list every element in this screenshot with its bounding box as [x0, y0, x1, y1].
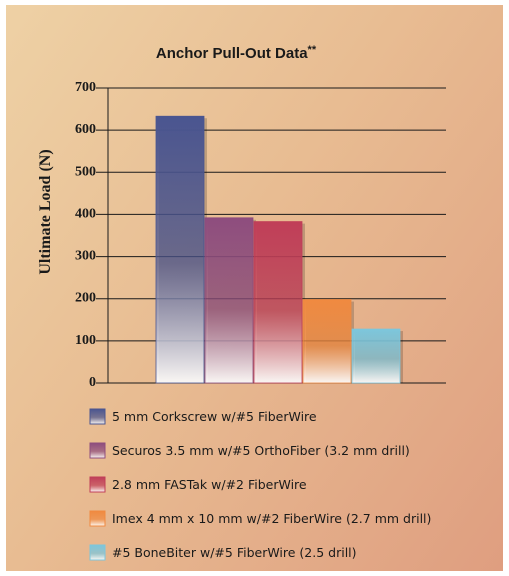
legend-swatch: [89, 408, 106, 425]
legend-swatch: [89, 442, 106, 459]
y-tick-label: 400: [75, 206, 96, 221]
legend-label: Imex 4 mm x 10 mm w/#2 FiberWire (2.7 mm…: [112, 511, 431, 526]
y-tick-label: 600: [75, 122, 96, 137]
legend-label: 2.8 mm FASTak w/#2 FiberWire: [112, 477, 307, 492]
legend-label: 5 mm Corkscrew w/#5 FiberWire: [112, 409, 317, 424]
bar: [302, 299, 352, 384]
legend-label: #5 BoneBiter w/#5 FiberWire (2.5 drill): [112, 545, 357, 560]
chart: Anchor Pull-Out Data** Ultimate Load (N)…: [37, 44, 446, 561]
legend-swatch: [89, 510, 106, 527]
gridlines: [96, 87, 446, 384]
chart-title: Anchor Pull-Out Data**: [156, 44, 317, 62]
bar: [155, 115, 205, 384]
y-tick-label: 300: [75, 249, 96, 264]
y-axis-label: Ultimate Load (N): [37, 149, 54, 274]
chart-panel: Anchor Pull-Out Data** Ultimate Load (N)…: [6, 5, 503, 571]
y-axis-ticks: 0 100 200 300 400 500 600 700: [75, 80, 96, 390]
y-tick-label: 500: [75, 164, 96, 179]
legend-swatch: [89, 476, 106, 493]
y-tick-label: 0: [89, 375, 96, 390]
legend-label: Securos 3.5 mm w/#5 OrthoFiber (3.2 mm d…: [112, 443, 410, 458]
legend: 5 mm Corkscrew w/#5 FiberWire Securos 3.5…: [89, 408, 431, 561]
y-tick-label: 100: [75, 333, 96, 348]
bar: [351, 328, 401, 384]
legend-swatch: [89, 544, 106, 561]
bars: [155, 115, 403, 384]
y-tick-label: 700: [75, 80, 96, 95]
y-tick-label: 200: [75, 291, 96, 306]
bar: [253, 221, 303, 384]
bar: [204, 217, 254, 384]
